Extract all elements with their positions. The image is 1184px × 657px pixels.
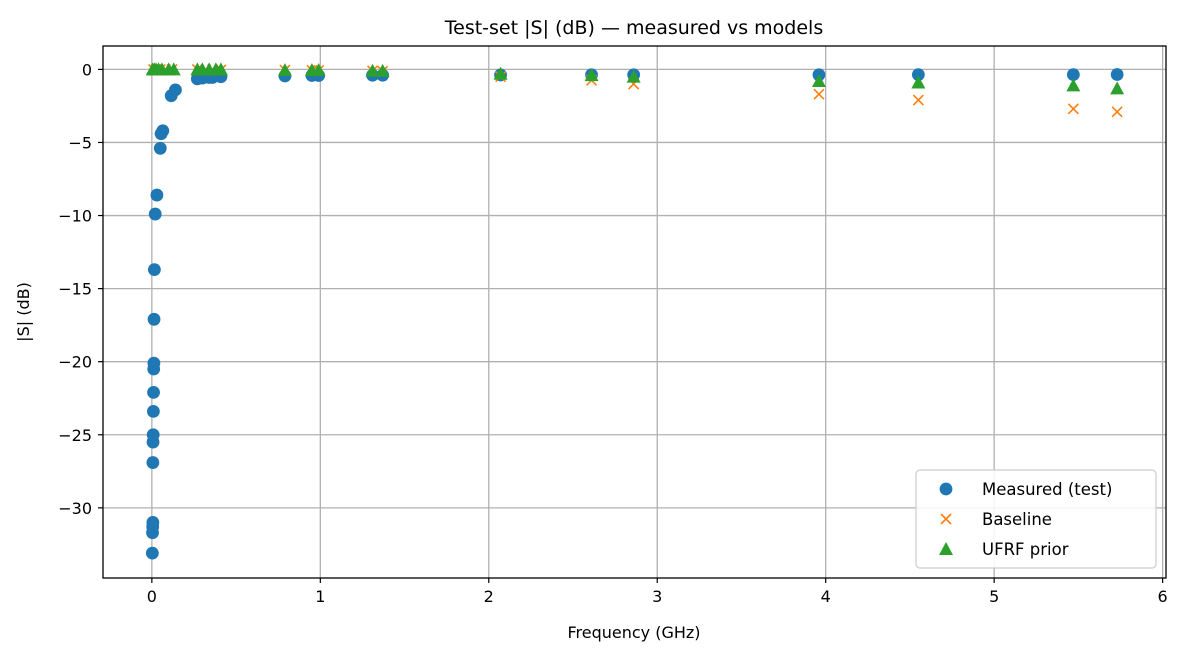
measured-point xyxy=(911,68,925,82)
ufrf-prior-point xyxy=(166,62,181,76)
measured-point xyxy=(147,356,161,370)
x-tick-label: 2 xyxy=(484,587,494,606)
x-tick-label: 1 xyxy=(315,587,325,606)
y-tick-label: 0 xyxy=(82,60,92,79)
measured-point xyxy=(146,456,160,469)
axis-ticks: 0 1 2 3 4 5 6 0 −5 −10 −15 −20 −25 −30 xyxy=(58,60,1167,606)
y-tick-label: −20 xyxy=(58,353,92,372)
x-tick-label: 6 xyxy=(1158,587,1168,606)
legend-label: Measured (test) xyxy=(982,480,1112,499)
legend-marker-ufrf-prior-point xyxy=(939,542,953,555)
axes-frame xyxy=(102,45,1167,579)
plot-area xyxy=(145,62,1125,560)
measured-point xyxy=(147,263,161,277)
legend-label: Baseline xyxy=(982,510,1052,529)
legend-marker-baseline-point xyxy=(940,513,952,525)
baseline-point xyxy=(1111,106,1123,118)
legend-box xyxy=(915,469,1157,569)
series-2 xyxy=(145,62,1125,95)
ufrf-prior-point xyxy=(811,74,826,88)
ufrf-prior-point xyxy=(1066,78,1081,92)
measured-point xyxy=(1066,68,1080,82)
ufrf-prior-point xyxy=(493,66,508,80)
ufrf-prior-point xyxy=(311,63,326,77)
y-tick-label: −15 xyxy=(58,280,92,299)
measured-point xyxy=(147,385,160,399)
measured-point xyxy=(148,207,162,221)
measured-point xyxy=(156,124,170,138)
measured-point xyxy=(150,188,164,202)
x-tick-label: 0 xyxy=(147,587,157,606)
x-tick-label: 3 xyxy=(652,587,662,606)
ufrf-prior-point xyxy=(626,69,641,83)
measured-point xyxy=(169,83,182,97)
chart-title: Test-set |S| (dB) — measured vs models xyxy=(444,17,823,39)
x-axis-label: Frequency (GHz) xyxy=(567,623,700,642)
legend-marker-measured-point xyxy=(939,482,953,496)
y-tick-label: −10 xyxy=(58,207,92,226)
baseline-point xyxy=(1067,103,1079,115)
ufrf-prior-point xyxy=(213,62,228,76)
ufrf-prior-point xyxy=(911,75,926,89)
baseline-point xyxy=(813,88,825,100)
baseline-point xyxy=(912,94,924,106)
ufrf-prior-point xyxy=(277,63,292,77)
measured-point xyxy=(146,428,160,442)
measured-point xyxy=(147,312,161,326)
ufrf-prior-point xyxy=(1110,81,1125,95)
ufrf-prior-point xyxy=(584,68,599,82)
measured-point xyxy=(1110,68,1124,81)
ufrf-prior-point xyxy=(375,63,390,77)
measured-point xyxy=(153,141,167,155)
x-tick-label: 5 xyxy=(989,587,999,606)
measured-point xyxy=(146,516,160,529)
y-tick-label: −30 xyxy=(58,499,92,518)
measured-point xyxy=(145,546,159,560)
legend-label: UFRF prior xyxy=(982,540,1069,559)
ufrf-prior-point xyxy=(365,63,380,77)
y-axis-label: |S| (dB) xyxy=(14,282,33,342)
legend: Measured (test) Baseline UFRF prior xyxy=(915,469,1157,569)
measured-point xyxy=(146,404,160,418)
y-tick-label: −5 xyxy=(68,133,92,152)
series-0 xyxy=(145,68,1124,560)
y-tick-label: −25 xyxy=(58,426,92,445)
x-tick-label: 4 xyxy=(821,587,831,606)
